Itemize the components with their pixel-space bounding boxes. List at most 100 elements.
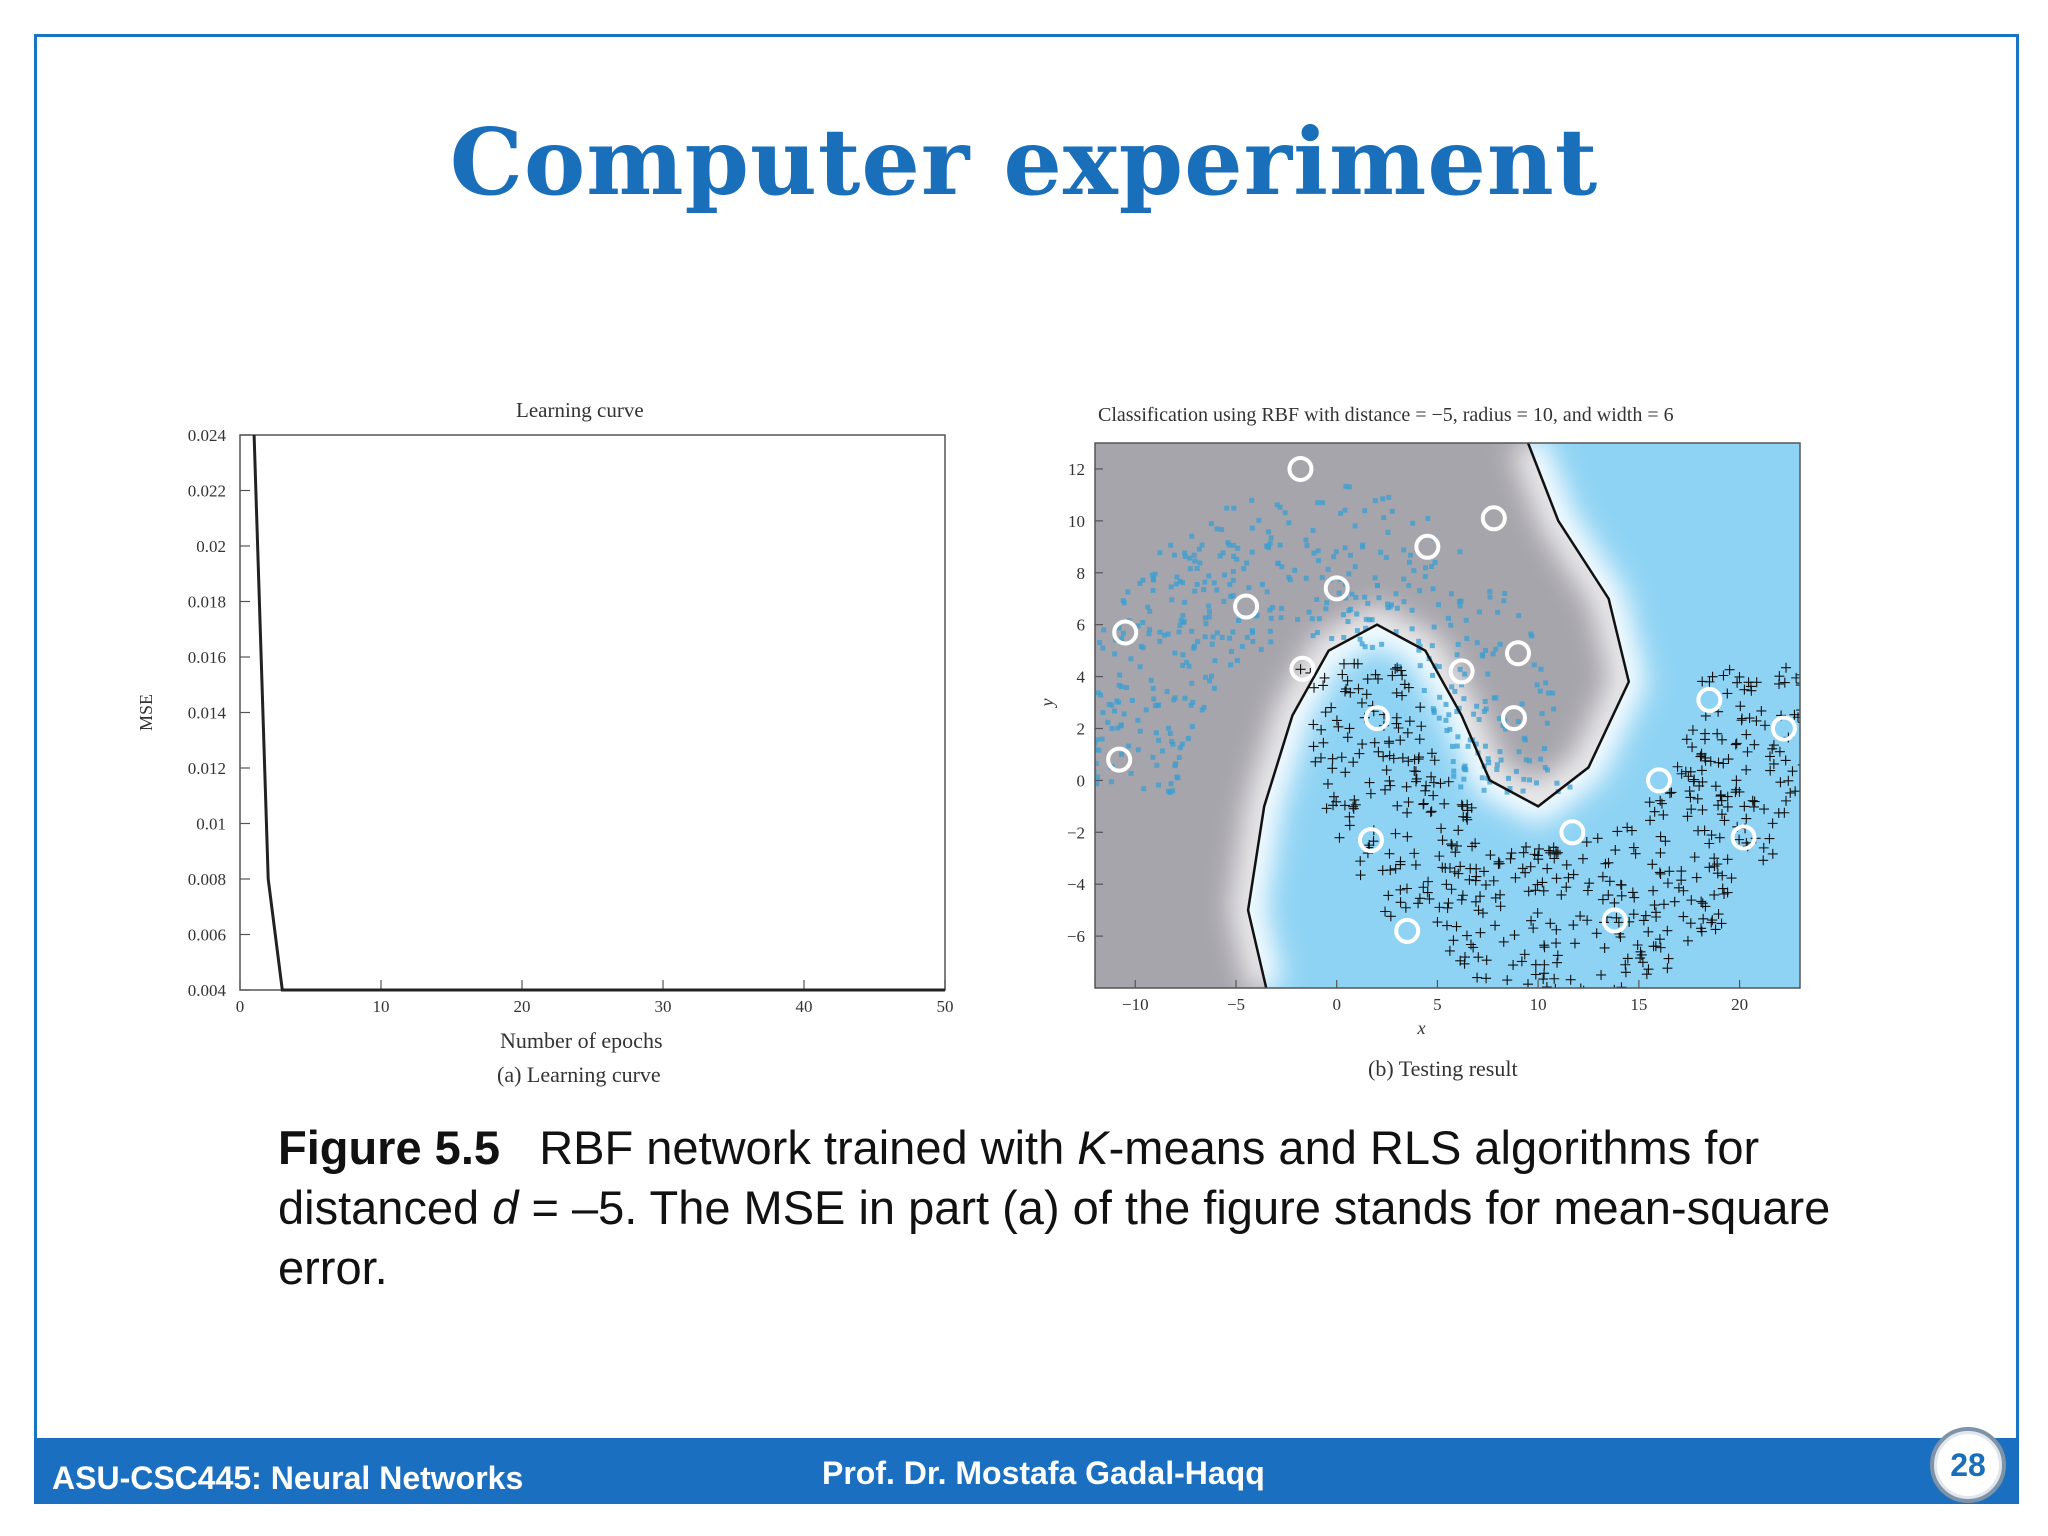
data-point	[1756, 705, 1767, 716]
data-point	[1234, 556, 1240, 562]
data-point	[1402, 831, 1413, 842]
data-point	[1397, 670, 1408, 681]
data-point	[1775, 777, 1786, 788]
data-point	[1795, 682, 1800, 684]
data-point	[1706, 917, 1717, 928]
data-point	[1114, 698, 1120, 704]
data-point	[1186, 663, 1192, 669]
data-point	[1319, 500, 1325, 506]
data-point	[1331, 715, 1342, 726]
data-point	[1759, 804, 1770, 815]
data-point	[1227, 582, 1233, 588]
data-point	[1521, 776, 1527, 782]
data-point	[1449, 684, 1455, 690]
data-point	[1591, 928, 1602, 939]
data-point	[1395, 884, 1406, 895]
data-point	[1315, 558, 1321, 564]
data-point	[1494, 858, 1505, 869]
data-point	[1539, 711, 1545, 717]
data-point	[1267, 540, 1273, 546]
data-point	[1342, 732, 1353, 743]
data-point	[1643, 964, 1654, 975]
data-point	[1780, 755, 1791, 766]
data-point	[1309, 682, 1320, 693]
data-point	[1362, 644, 1368, 650]
rbf-center	[1414, 533, 1441, 560]
data-point	[1169, 597, 1175, 603]
learning-curve-title: Learning curve	[516, 398, 644, 422]
data-point	[1663, 953, 1674, 964]
data-point	[1151, 696, 1157, 702]
decision-boundary	[1246, 443, 1631, 988]
data-point	[1170, 788, 1176, 794]
footer-course: ASU-CSC445: Neural Networks	[52, 1460, 524, 1496]
data-point	[1538, 974, 1549, 985]
data-point	[1340, 612, 1346, 618]
data-point	[1722, 801, 1733, 812]
rbf-center	[1106, 746, 1133, 773]
data-point	[1515, 719, 1521, 725]
data-point	[1747, 795, 1758, 806]
y-tick-label: −2	[1067, 823, 1085, 842]
data-point	[1806, 671, 1816, 681]
data-point	[1582, 915, 1593, 926]
data-point	[1435, 778, 1446, 789]
data-point	[1096, 640, 1102, 646]
data-point	[1477, 908, 1488, 919]
caption-text-1: RBF network trained with	[539, 1121, 1078, 1174]
region-class-1	[1095, 443, 1629, 988]
data-point	[1537, 877, 1548, 888]
data-point	[1705, 756, 1716, 767]
data-point	[1364, 840, 1375, 851]
data-point	[1523, 886, 1534, 897]
data-point	[1582, 885, 1593, 896]
data-point	[1353, 594, 1359, 600]
data-point	[1210, 634, 1216, 640]
data-point	[1425, 807, 1436, 818]
data-point	[1286, 520, 1292, 526]
y-tick-label: 0.02	[196, 537, 226, 556]
data-point	[1654, 934, 1665, 945]
data-point	[1348, 803, 1359, 814]
data-point	[1447, 840, 1458, 851]
data-point	[1230, 577, 1236, 583]
data-point	[1538, 666, 1544, 672]
data-point	[1446, 884, 1457, 895]
data-point	[1541, 746, 1547, 752]
data-point	[1395, 735, 1406, 746]
data-point	[1731, 775, 1742, 786]
data-point	[1352, 658, 1363, 669]
data-point	[1795, 684, 1800, 686]
data-point	[1169, 738, 1175, 744]
data-point	[1476, 717, 1482, 723]
data-point	[1352, 564, 1358, 570]
data-point	[1448, 591, 1454, 597]
learning-curve-chart: 0.004 0.006 0.008 0.01 0.012 0.014 0.016 0.018 0…	[136, 426, 954, 1016]
data-point	[1286, 574, 1292, 580]
data-point	[1465, 743, 1471, 749]
rbf-center	[1500, 705, 1527, 732]
data-point	[1082, 703, 1087, 708]
data-point	[1311, 550, 1317, 556]
data-point	[1089, 709, 1094, 714]
data-point	[1450, 847, 1461, 858]
x-tick-label: 30	[655, 997, 672, 1016]
data-point	[1186, 555, 1192, 561]
data-point	[1502, 975, 1513, 986]
data-point	[1426, 748, 1437, 759]
data-point	[1172, 695, 1178, 701]
data-point	[1410, 859, 1421, 870]
data-point	[1632, 940, 1643, 951]
data-point	[1250, 639, 1256, 645]
data-point	[1764, 751, 1775, 762]
data-point	[1678, 911, 1689, 922]
data-point	[1188, 702, 1194, 708]
data-point	[1209, 673, 1215, 679]
data-point	[1726, 873, 1737, 884]
data-point	[1456, 894, 1467, 905]
data-point	[1340, 767, 1351, 778]
data-point	[1341, 634, 1347, 640]
data-point	[1119, 635, 1125, 641]
data-point	[1143, 707, 1149, 713]
rbf-center	[1357, 827, 1384, 854]
